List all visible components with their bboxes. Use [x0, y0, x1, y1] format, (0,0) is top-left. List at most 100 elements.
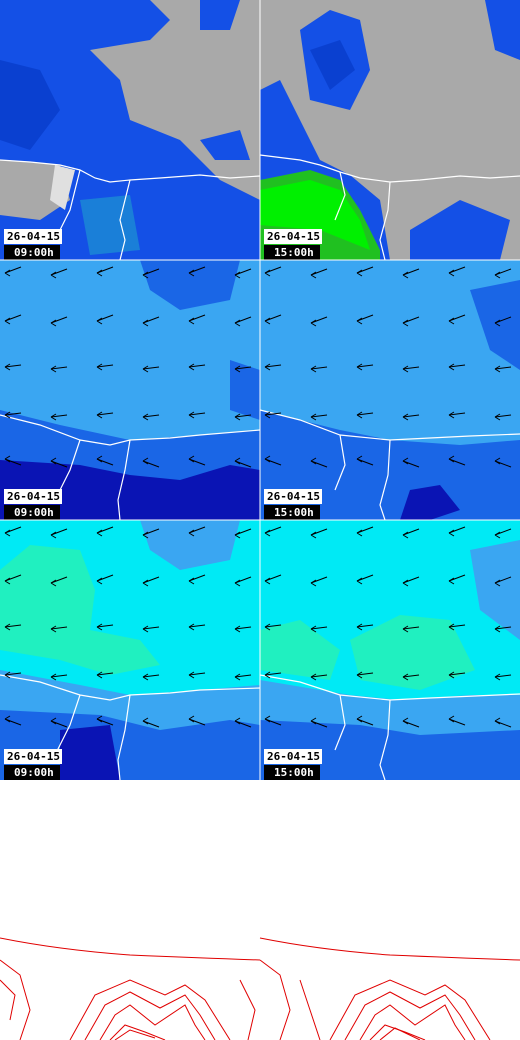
- arrow-head: [4, 411, 11, 419]
- wind-arrow: [264, 364, 282, 368]
- wind-arrow: [448, 574, 466, 582]
- wind-arrow: [448, 624, 466, 628]
- wind-arrow: [264, 672, 282, 676]
- wind-arrow: [142, 576, 160, 584]
- arrow-head: [50, 413, 57, 421]
- wind-arrow: [310, 720, 328, 728]
- arrow-head: [4, 623, 11, 631]
- wind-arrow: [188, 526, 206, 534]
- time-label: 09:00h: [14, 506, 54, 519]
- arrow-head: [494, 625, 501, 633]
- arrow-head: [310, 673, 317, 681]
- wind-arrow: [356, 364, 374, 368]
- wind-arrow: [356, 314, 374, 322]
- wind-arrow: [234, 720, 252, 728]
- labels: 26-04-15 09:00h 26-04-15 15:00h 26-04-15 09:0…: [4, 229, 322, 780]
- wind-arrow: [402, 414, 420, 418]
- wind-arrow: [96, 574, 114, 582]
- arrow-head: [264, 317, 271, 325]
- wind-arrow: [356, 672, 374, 676]
- wind-arrow: [234, 268, 252, 276]
- wind-arrow: [234, 528, 252, 536]
- arrow-head: [448, 317, 455, 325]
- wind-arrow: [142, 366, 160, 370]
- date-label: 26-04-15: [267, 230, 320, 243]
- panel-gust-15: [259, 520, 520, 781]
- time-box: [264, 505, 320, 520]
- wind-arrow: [402, 576, 420, 584]
- wind-arrow: [494, 366, 512, 370]
- arrow-head: [356, 577, 363, 585]
- wind-arrow: [50, 720, 68, 728]
- wind-arrow: [4, 574, 22, 582]
- date-box: [264, 229, 322, 244]
- wind-arrow: [188, 574, 206, 582]
- arrow-head: [142, 365, 149, 373]
- arrow-head: [494, 531, 501, 539]
- arrow-head: [188, 715, 195, 723]
- arrow-head: [264, 363, 271, 371]
- wind-arrow: [142, 414, 160, 418]
- arrow-head: [448, 577, 455, 585]
- arrow-head: [50, 271, 57, 279]
- arrow-head: [4, 577, 11, 585]
- date-label: 26-04-15: [7, 490, 60, 503]
- arrow-head: [356, 363, 363, 371]
- arrow-head: [264, 671, 271, 679]
- wind-arrow: [188, 718, 206, 726]
- time-label: 09:00h: [14, 766, 54, 779]
- arrow-head: [234, 413, 241, 421]
- wind-arrow: [356, 624, 374, 628]
- arrow-head: [448, 671, 455, 679]
- wind-arrow: [96, 624, 114, 628]
- arrow-head: [264, 269, 271, 277]
- arrow-head: [402, 531, 409, 539]
- wind-arrow: [96, 266, 114, 274]
- arrow-head: [494, 271, 501, 279]
- arrow-head: [142, 531, 149, 539]
- wind-arrow: [142, 626, 160, 630]
- arrow-head: [310, 413, 317, 421]
- time-label: 09:00h: [14, 246, 54, 259]
- wind-arrow: [4, 364, 22, 368]
- arrow-head: [264, 411, 271, 419]
- arrow-head: [4, 317, 11, 325]
- arrow-head: [142, 673, 149, 681]
- arrow-head: [356, 529, 363, 537]
- wind-arrow: [188, 412, 206, 416]
- arrow-head: [494, 365, 501, 373]
- wind-arrow: [448, 526, 466, 534]
- arrow-head: [264, 577, 271, 585]
- wind-arrow: [50, 366, 68, 370]
- arrow-head: [494, 413, 501, 421]
- arrow-head: [50, 531, 57, 539]
- wind-arrow: [402, 528, 420, 536]
- arrow-head: [188, 363, 195, 371]
- wind-arrow: [234, 316, 252, 324]
- arrow-head: [310, 271, 317, 279]
- date-box: [264, 749, 322, 764]
- arrow-head: [402, 413, 409, 421]
- arrow-head: [494, 673, 501, 681]
- arrow-head: [356, 715, 363, 723]
- wind-arrow: [448, 458, 466, 466]
- wind-arrow: [96, 672, 114, 676]
- arrow-head: [50, 365, 57, 373]
- arrow-head: [448, 411, 455, 419]
- panel-wind-15: [259, 260, 520, 521]
- arrow-head: [264, 623, 271, 631]
- date-box: [264, 489, 322, 504]
- arrow-head: [188, 269, 195, 277]
- wind-arrow: [4, 526, 22, 534]
- wind-arrow: [234, 460, 252, 468]
- arrow-head: [142, 625, 149, 633]
- arrow-head: [310, 319, 317, 327]
- wind-arrow: [142, 720, 160, 728]
- wind-arrow: [4, 624, 22, 628]
- wind-arrow: [4, 718, 22, 726]
- date-label: 26-04-15: [267, 490, 320, 503]
- wind-arrow: [448, 266, 466, 274]
- arrow-head: [402, 271, 409, 279]
- arrow-head: [4, 671, 11, 679]
- wind-arrow: [50, 674, 68, 678]
